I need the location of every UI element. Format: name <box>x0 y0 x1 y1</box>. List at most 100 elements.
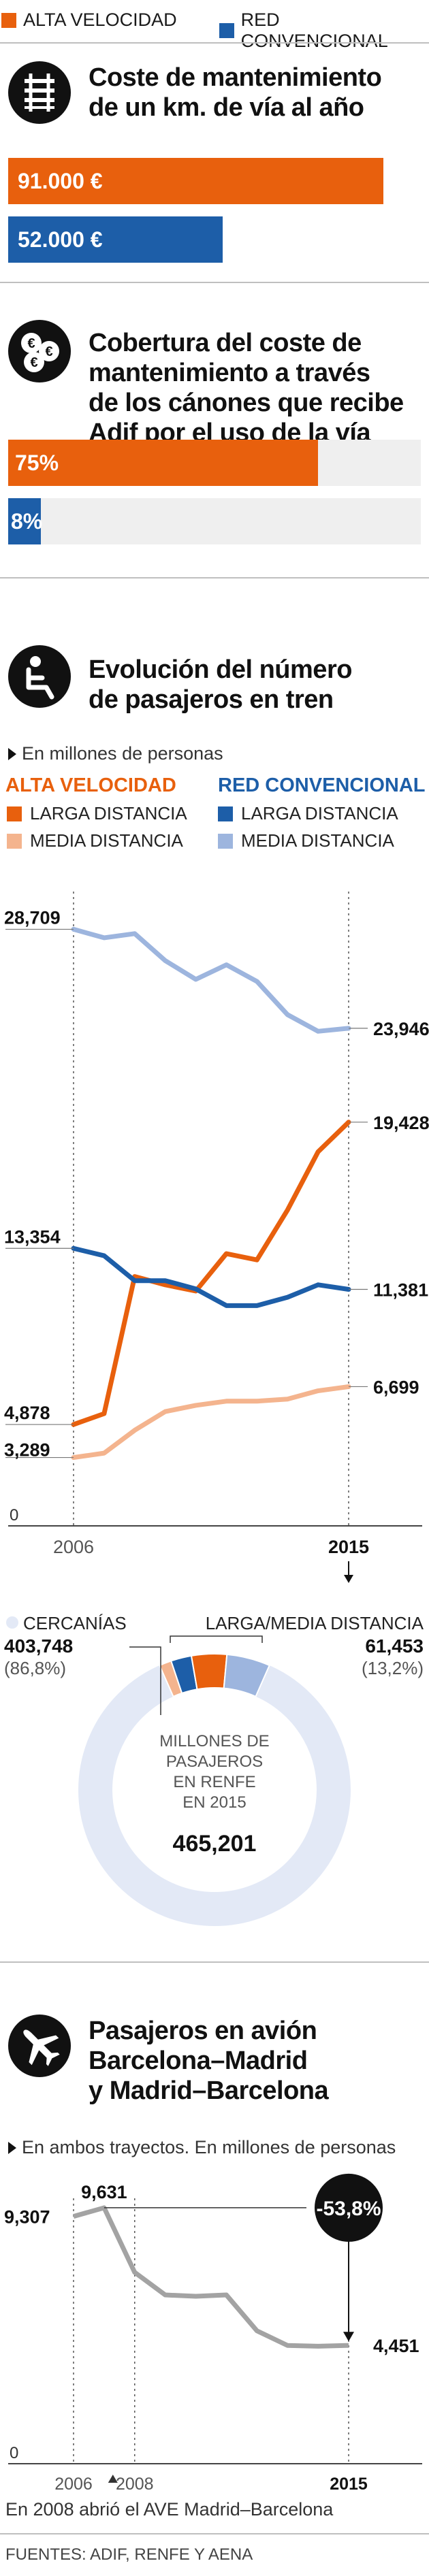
cercanias-leader <box>129 1646 161 1715</box>
donut-slice-2 <box>190 1653 228 1691</box>
plane-series-line <box>73 2205 349 2349</box>
passengers-title-line2: de pasajeros en tren <box>89 685 334 714</box>
end-label: 4,451 <box>373 2336 419 2356</box>
legend-rc-mid: MEDIA DISTANCIA <box>218 830 394 851</box>
coverage-title-line2: mantenimiento a través <box>89 359 370 387</box>
legend-rc-long: LARGA DISTANCIA <box>218 803 398 824</box>
maintenance-value-conventional: 52.000 € <box>18 227 103 252</box>
train-line-chart: 0 2006 2015 28,709 23,946 4,878 19,428 13,354 11… <box>4 892 429 1583</box>
plane-title: Pasajeros en avión Barcelona–Madrid y Ma… <box>89 2016 329 2106</box>
donut-slice-3 <box>223 1653 270 1698</box>
start-label-3: 3,289 <box>4 1440 50 1461</box>
coverage-title-line3: de los cánones que recibe <box>89 389 404 417</box>
passengers-subtitle: En millones de personas <box>8 743 223 764</box>
series-line-1 <box>71 1120 351 1427</box>
maintenance-title-line1: Coste de mantenimiento <box>89 63 382 92</box>
maintenance-bar-conventional: 52.000 € <box>8 216 223 263</box>
divider <box>0 282 429 283</box>
plane-title-line2: Barcelona–Madrid <box>89 2047 308 2075</box>
passengers-title-line1: Evolución del número <box>89 655 352 684</box>
coverage-bar-conventional: 8% <box>8 498 43 544</box>
series-line-2 <box>71 1245 351 1308</box>
plane-note: En 2008 abrió el AVE Madrid–Barcelona <box>5 2499 334 2520</box>
change-badge-label: -53,8% <box>316 2198 381 2220</box>
y-zero-label: 0 <box>10 2444 18 2462</box>
ld-bracket <box>170 1635 263 1643</box>
ld-label: LARGA/MEDIA DISTANCIA <box>206 1613 424 1633</box>
legend-swatch-cercanias <box>6 1616 18 1629</box>
coverage-value-high-speed: 75% <box>15 451 59 475</box>
donut-center-line-1: MILLONES DE <box>159 1732 269 1750</box>
coverage-title: Cobertura del coste de mantenimiento a t… <box>89 328 404 448</box>
start-label: 9,307 <box>4 2207 50 2228</box>
cercanias-label: CERCANÍAS <box>23 1613 127 1633</box>
legend-swatch-rc-mid <box>218 833 233 849</box>
end-label-2: 11,381 <box>373 1280 428 1301</box>
legend-head-conventional: RED CONVENCIONAL <box>218 775 426 796</box>
legend-av-mid: MEDIA DISTANCIA <box>7 830 183 851</box>
peak-label: 9,631 <box>81 2182 127 2202</box>
euro-coins-icon: € € € <box>8 320 71 382</box>
bullet-arrow-icon <box>8 2141 16 2154</box>
legend-swatch-rc-long <box>218 806 233 821</box>
legend-label-av-long: LARGA DISTANCIA <box>30 803 187 824</box>
donut-center-line-4: EN 2015 <box>182 1793 246 1812</box>
coverage-title-line1: Cobertura del coste de <box>89 329 362 357</box>
legend-swatch-high-speed <box>1 12 16 28</box>
y-zero-label: 0 <box>10 1506 18 1525</box>
legend-high-speed: ALTA VELOCIDAD <box>1 10 177 31</box>
divider <box>0 577 429 578</box>
legend-swatch-av-long <box>7 806 22 821</box>
cercanias-pct: (86,8%) <box>4 1658 66 1678</box>
svg-text:€: € <box>30 355 37 370</box>
series-line-0 <box>71 926 351 1034</box>
legend-head-high-speed: ALTA VELOCIDAD <box>5 775 176 796</box>
svg-text:€: € <box>45 344 52 359</box>
divider <box>0 2533 429 2534</box>
coverage-bar-high-speed: 75% <box>8 440 318 486</box>
source-note: FUENTES: ADIF, RENFE Y AENA <box>5 2545 253 2564</box>
rail-track-icon <box>8 61 71 124</box>
plane-title-line3: y Madrid–Barcelona <box>89 2076 329 2105</box>
end-label-1: 19,428 <box>373 1113 429 1133</box>
donut-center-line-3: EN RENFE <box>173 1773 255 1791</box>
legend-conventional: RED CONVENCIONAL <box>219 10 429 52</box>
top-legend: ALTA VELOCIDAD RED CONVENCIONAL <box>0 0 429 51</box>
legend-label-conventional: RED CONVENCIONAL <box>240 10 388 51</box>
series-line-3 <box>71 1384 351 1461</box>
legend-swatch-av-mid <box>7 833 22 849</box>
down-arrow-icon <box>344 1575 353 1583</box>
plane-title-line1: Pasajeros en avión <box>89 2017 317 2045</box>
plane-subtitle-text: En ambos trayectos. En millones de perso… <box>22 2137 396 2157</box>
up-arrow-icon <box>108 2475 118 2483</box>
donut-center-total: 465,201 <box>173 1831 257 1857</box>
ld-pct: (13,2%) <box>362 1658 424 1678</box>
start-label-0: 28,709 <box>4 907 61 928</box>
maintenance-title: Coste de mantenimiento de un km. de vía … <box>89 63 382 123</box>
start-label-2: 13,354 <box>4 1226 61 1247</box>
passengers-subtitle-text: En millones de personas <box>22 743 223 764</box>
legend-label-rc-mid: MEDIA DISTANCIA <box>241 830 394 851</box>
x-tick-2015: 2015 <box>330 2475 368 2494</box>
x-tick-2015: 2015 <box>328 1537 369 1557</box>
start-label-1: 4,878 <box>4 1403 50 1423</box>
plane-line-chart: 0 9,631 9,307 4,451 -53,8% 2006 2008 2015 <box>4 2173 422 2494</box>
end-label-0: 23,946 <box>373 1019 429 1039</box>
end-label-3: 6,699 <box>373 1377 419 1397</box>
divider <box>0 1961 429 1963</box>
donut-center-line-2: PASAJEROS <box>166 1752 263 1771</box>
x-tick-2006: 2006 <box>53 1537 94 1557</box>
change-arrow-icon <box>343 2332 354 2342</box>
x-tick-2008: 2008 <box>116 2475 154 2494</box>
ld-value: 61,453 <box>365 1635 424 1657</box>
change-badge <box>315 2173 383 2242</box>
divider <box>0 42 429 44</box>
maintenance-bar-high-speed: 91.000 € <box>8 158 384 204</box>
svg-text:€: € <box>27 336 35 351</box>
coverage-value-conventional: 8% <box>11 509 43 534</box>
maintenance-title-line2: de un km. de vía al año <box>89 93 364 122</box>
train-seat-icon <box>8 645 71 708</box>
airplane-icon <box>8 2015 71 2077</box>
passengers-title: Evolución del número de pasajeros en tre… <box>89 655 352 715</box>
